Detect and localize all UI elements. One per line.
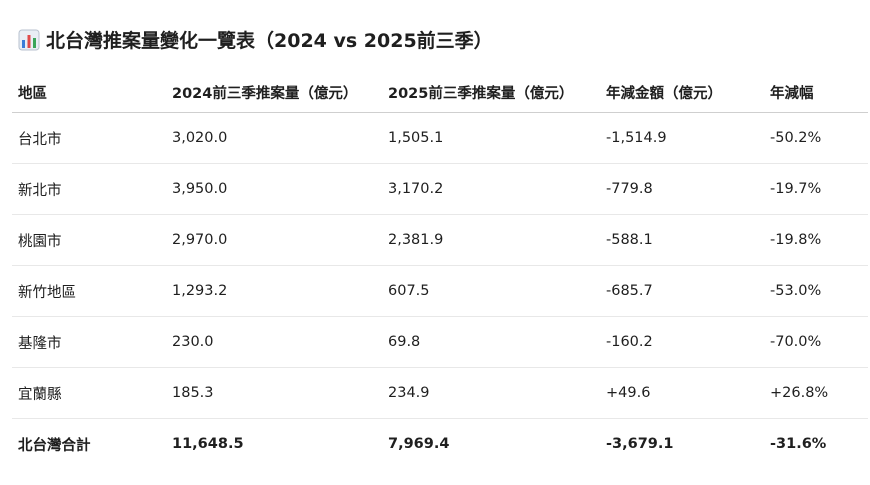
cell: 234.9: [382, 367, 600, 419]
column-header: 2024前三季推案量（億元）: [166, 62, 382, 113]
total-cell: -3,679.1: [606, 436, 674, 452]
cell: -588.1: [600, 214, 764, 266]
table-row: 基隆市 230.0 69.8 -160.2 -70.0%: [12, 316, 868, 368]
column-header: 年減幅: [764, 62, 868, 113]
cell: 2,970.0: [166, 214, 382, 266]
total-row: 北台灣合計 11,648.5 7,969.4 -3,679.1 -31.6%: [12, 419, 868, 470]
cell: +49.6: [600, 367, 764, 419]
cell: 1,293.2: [166, 265, 382, 317]
column-header: 年減金額（億元）: [600, 62, 764, 113]
cell: -19.8%: [764, 214, 868, 266]
cell: 基隆市: [12, 316, 166, 368]
cell: 台北市: [12, 112, 166, 164]
cell: -19.7%: [764, 163, 868, 215]
cell: -1,514.9: [600, 112, 764, 164]
cell: 3,170.2: [382, 163, 600, 215]
header-text: 2024前三季推案量（億元）: [172, 86, 358, 102]
cell: 3,020.0: [166, 112, 382, 164]
table-row: 宜蘭縣 185.3 234.9 +49.6 +26.8%: [12, 367, 868, 419]
data-table: 地區 2024前三季推案量（億元） 2025前三季推案量（億元） 年減金額（億元） 年減…: [12, 62, 868, 469]
column-header: 2025前三季推案量（億元）: [382, 62, 600, 113]
cell: 230.0: [166, 316, 382, 368]
cell: 新竹地區: [12, 265, 166, 317]
total-cell: -31.6%: [770, 436, 827, 452]
header-text: 年減金額（億元）: [606, 86, 722, 102]
cell: 桃園市: [12, 214, 166, 266]
page-title: 北台灣推案量變化一覽表（2024 vs 2025前三季）: [46, 30, 493, 52]
total-cell: 11,648.5: [172, 436, 244, 452]
chart-icon: [18, 29, 40, 50]
cell: -160.2: [600, 316, 764, 368]
cell: 2,381.9: [382, 214, 600, 266]
cell: -779.8: [600, 163, 764, 215]
cell: -685.7: [600, 265, 764, 317]
cell: +26.8%: [764, 367, 868, 419]
header-row: 地區 2024前三季推案量（億元） 2025前三季推案量（億元） 年減金額（億元） 年減…: [12, 62, 868, 113]
cell: 69.8: [382, 316, 600, 368]
table-row: 新北市 3,950.0 3,170.2 -779.8 -19.7%: [12, 163, 868, 215]
cell: -53.0%: [764, 265, 868, 317]
table-row: 桃園市 2,970.0 2,381.9 -588.1 -19.8%: [12, 214, 868, 266]
table-row: 新竹地區 1,293.2 607.5 -685.7 -53.0%: [12, 265, 868, 317]
cell: 3,950.0: [166, 163, 382, 215]
table-row: 台北市 3,020.0 1,505.1 -1,514.9 -50.2%: [12, 112, 868, 164]
title-row: 北台灣推案量變化一覽表（2024 vs 2025前三季）: [18, 26, 493, 53]
total-cell: 7,969.4: [388, 436, 450, 452]
cell: 新北市: [12, 163, 166, 215]
cell: 宜蘭縣: [12, 367, 166, 419]
header-text: 年減幅: [770, 86, 814, 102]
total-cell: 北台灣合計: [18, 437, 91, 454]
cell: -70.0%: [764, 316, 868, 368]
cell: 607.5: [382, 265, 600, 317]
cell: 185.3: [166, 367, 382, 419]
cell: 1,505.1: [382, 112, 600, 164]
header-text: 2025前三季推案量（億元）: [388, 86, 574, 102]
cell: -50.2%: [764, 112, 868, 164]
column-header: 地區: [12, 62, 166, 113]
header-text: 地區: [18, 86, 47, 102]
